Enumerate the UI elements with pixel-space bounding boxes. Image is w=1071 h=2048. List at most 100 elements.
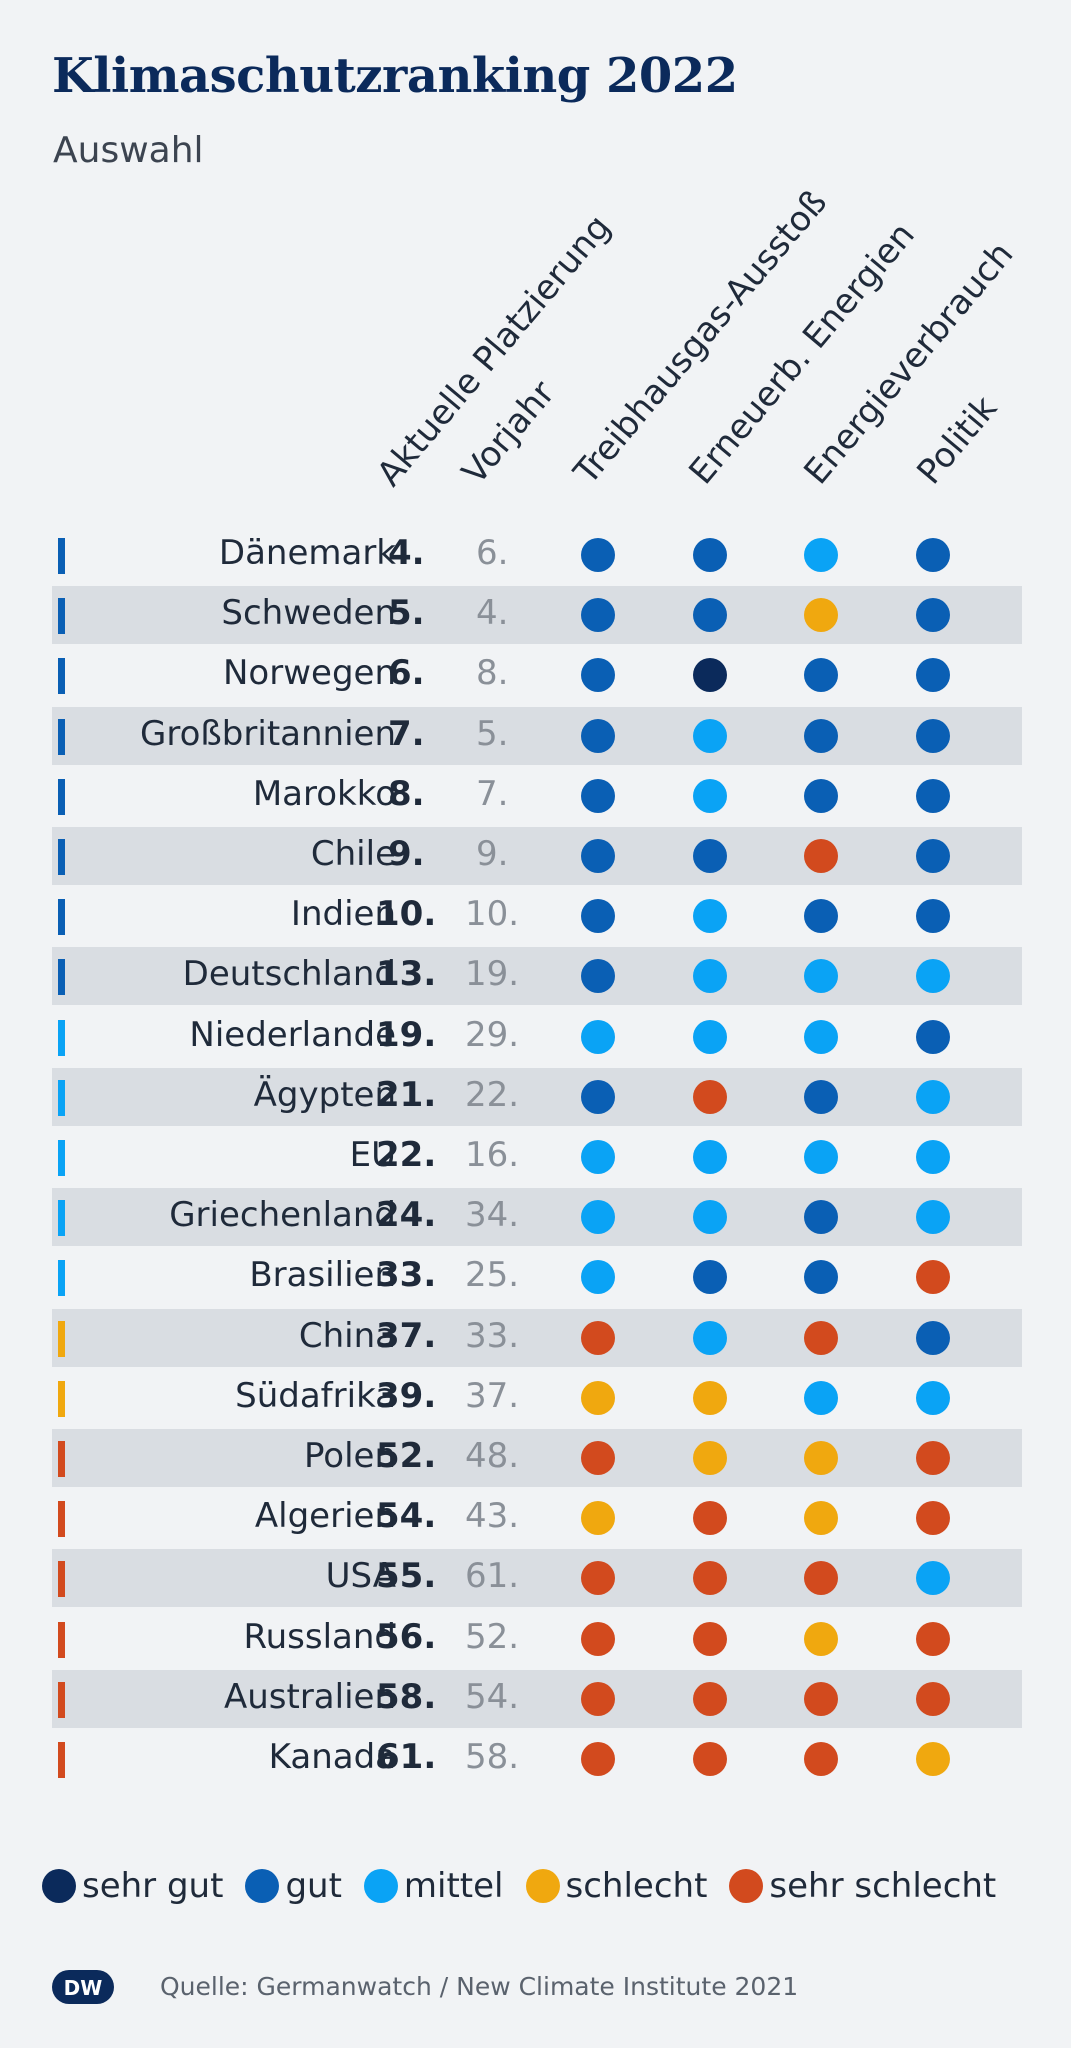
row-rating-bar: [58, 899, 65, 935]
rating-dot: [804, 1742, 838, 1776]
rating-dot: [804, 779, 838, 813]
row-rating-bar: [58, 719, 65, 755]
legend-swatch: [363, 1869, 398, 1903]
row-rating-bar: [58, 1140, 65, 1176]
rating-dot: [804, 1501, 838, 1535]
rating-dot: [581, 1140, 615, 1174]
rating-dot: [693, 658, 727, 692]
row-rating-bar: [58, 1561, 65, 1597]
country-label: Ägypten: [253, 1075, 396, 1115]
country-label: Kanada: [268, 1737, 396, 1777]
row-rating-bar: [58, 1020, 65, 1056]
rating-dot: [916, 1622, 950, 1656]
rating-dot: [804, 1080, 838, 1114]
current-rank: 52.: [376, 1436, 437, 1476]
rating-dot: [804, 719, 838, 753]
rating-dot: [916, 1441, 950, 1475]
current-rank: 13.: [376, 954, 437, 994]
legend-item: mittel: [363, 1866, 504, 1906]
rating-dot: [693, 959, 727, 993]
previous-rank: 43.: [465, 1496, 520, 1536]
row-rating-bar: [58, 1080, 65, 1116]
rating-dot: [916, 1321, 950, 1355]
legend-label: sehr schlecht: [769, 1866, 997, 1906]
rating-dot: [581, 839, 615, 873]
rating-dot: [916, 1742, 950, 1776]
country-label: Norwegen: [223, 653, 396, 693]
source-note: Quelle: Germanwatch / New Climate Instit…: [160, 1972, 799, 2001]
row-rating-bar: [58, 1682, 65, 1718]
country-label: Schweden: [221, 593, 396, 633]
rating-dot: [581, 1441, 615, 1475]
rating-dot: [581, 1381, 615, 1415]
current-rank: 19.: [376, 1015, 437, 1055]
current-rank: 22.: [376, 1135, 437, 1175]
previous-rank: 6.: [476, 533, 509, 573]
table-row: Indien 10. 10.: [52, 887, 1022, 945]
legend-swatch: [729, 1869, 764, 1903]
table-row: Brasilien 33. 25.: [52, 1248, 1022, 1306]
rating-dot: [804, 1682, 838, 1716]
rating-dot: [916, 658, 950, 692]
previous-rank: 16.: [465, 1135, 520, 1175]
rating-dot: [693, 1441, 727, 1475]
table-row: Chile 9. 9.: [52, 827, 1022, 885]
country-label: Brasilien: [249, 1255, 396, 1295]
rating-dot: [916, 899, 950, 933]
country-label: Polen: [303, 1436, 396, 1476]
previous-rank: 7.: [476, 774, 509, 814]
rating-dot: [581, 1321, 615, 1355]
previous-rank: 33.: [465, 1316, 520, 1356]
country-label: Chile: [310, 834, 396, 874]
table-row: Marokko 8. 7.: [52, 767, 1022, 825]
rating-dot: [804, 899, 838, 933]
current-rank: 6.: [388, 653, 425, 693]
rating-dot: [581, 1080, 615, 1114]
country-label: Australien: [223, 1677, 396, 1717]
legend-item: sehr schlecht: [729, 1866, 996, 1906]
rating-dot: [581, 959, 615, 993]
current-rank: 10.: [376, 894, 437, 934]
rating-dot: [804, 1200, 838, 1234]
rating-dot: [581, 779, 615, 813]
rating-dot: [693, 1561, 727, 1595]
rating-dot: [693, 899, 727, 933]
current-rank: 5.: [388, 593, 425, 633]
rating-dot: [804, 1140, 838, 1174]
rating-dot: [693, 779, 727, 813]
rating-dot: [581, 1742, 615, 1776]
row-rating-bar: [58, 1200, 65, 1236]
rating-dot: [916, 538, 950, 572]
rating-dot: [693, 1682, 727, 1716]
rating-dot: [693, 598, 727, 632]
legend-label: schlecht: [565, 1866, 708, 1906]
table-row: Deutschland 13. 19.: [52, 947, 1022, 1005]
rating-dot: [916, 719, 950, 753]
previous-rank: 8.: [476, 653, 509, 693]
column-header: Politik: [909, 388, 1006, 492]
legend: sehr gut gut mittel schlecht sehr schlecht: [42, 1862, 1018, 1910]
rating-dot: [581, 1561, 615, 1595]
row-rating-bar: [58, 538, 65, 574]
dw-logo-icon: DW: [52, 1970, 114, 2004]
rating-dot: [916, 1260, 950, 1294]
rating-dot: [916, 1020, 950, 1054]
chart-subtitle: Auswahl: [53, 130, 204, 171]
previous-rank: 19.: [465, 954, 520, 994]
rating-dot: [693, 1200, 727, 1234]
rating-dot: [804, 1321, 838, 1355]
rating-dot: [916, 839, 950, 873]
row-rating-bar: [58, 1260, 65, 1296]
column-header: Energieverbrauch: [796, 234, 1022, 492]
table-row: China 37. 33.: [52, 1309, 1022, 1367]
current-rank: 8.: [388, 774, 425, 814]
legend-item: schlecht: [525, 1866, 708, 1906]
rating-dot: [693, 1080, 727, 1114]
rating-dot: [916, 1501, 950, 1535]
current-rank: 24.: [376, 1195, 437, 1235]
table-row: Norwegen 6. 8.: [52, 646, 1022, 704]
country-label: USA: [325, 1556, 396, 1596]
previous-rank: 29.: [465, 1015, 520, 1055]
rating-dot: [916, 1200, 950, 1234]
table-row: Algerien 54. 43.: [52, 1489, 1022, 1547]
